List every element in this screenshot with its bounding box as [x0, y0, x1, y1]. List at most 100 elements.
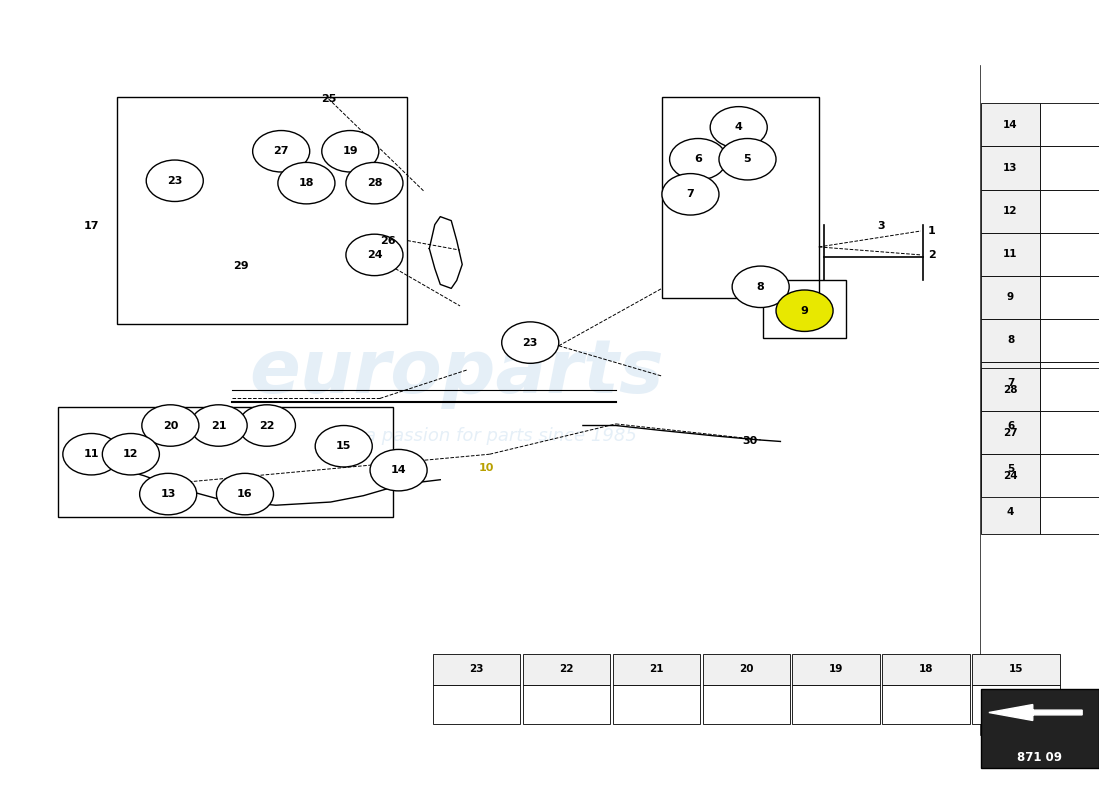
Circle shape — [316, 426, 372, 467]
Bar — [981, 103, 1040, 146]
Text: 24: 24 — [1003, 470, 1018, 481]
Text: 17: 17 — [84, 222, 99, 231]
Text: 23: 23 — [470, 664, 484, 674]
Bar — [981, 362, 1040, 405]
Bar — [1040, 454, 1099, 498]
Bar — [1040, 276, 1099, 318]
Circle shape — [733, 266, 789, 307]
Text: 20: 20 — [739, 664, 754, 674]
Text: 22: 22 — [260, 421, 275, 430]
Text: a passion for parts since 1985: a passion for parts since 1985 — [365, 427, 637, 445]
Text: 6: 6 — [1006, 422, 1014, 431]
Circle shape — [190, 405, 248, 446]
Text: 15: 15 — [336, 442, 351, 451]
Circle shape — [370, 450, 427, 491]
Text: 23: 23 — [522, 338, 538, 347]
Text: 4: 4 — [735, 122, 743, 132]
Circle shape — [102, 434, 160, 475]
Bar — [1040, 411, 1099, 454]
Bar — [1040, 491, 1099, 534]
Bar — [613, 685, 701, 724]
Bar — [763, 281, 846, 338]
Bar — [703, 685, 790, 724]
Polygon shape — [989, 705, 1082, 721]
Bar — [1040, 368, 1099, 411]
Bar — [981, 233, 1040, 276]
Bar — [1040, 233, 1099, 276]
Bar — [1040, 405, 1099, 448]
Text: 29: 29 — [233, 261, 249, 271]
Circle shape — [502, 322, 559, 363]
Circle shape — [253, 130, 310, 172]
Bar — [522, 654, 611, 685]
Text: 21: 21 — [649, 664, 663, 674]
Text: 18: 18 — [299, 178, 315, 188]
Text: 16: 16 — [238, 489, 253, 499]
Text: 8: 8 — [1006, 335, 1014, 346]
Circle shape — [345, 162, 403, 204]
Text: 22: 22 — [559, 664, 574, 674]
Bar — [432, 685, 520, 724]
Circle shape — [217, 474, 274, 515]
Text: 12: 12 — [123, 450, 139, 459]
Circle shape — [719, 138, 775, 180]
Bar — [1040, 103, 1099, 146]
Bar — [882, 654, 970, 685]
Bar — [703, 654, 790, 685]
Text: 28: 28 — [1003, 385, 1018, 394]
Text: 4: 4 — [1006, 507, 1014, 518]
Text: 18: 18 — [920, 664, 934, 674]
Circle shape — [140, 474, 197, 515]
Text: 12: 12 — [1003, 206, 1018, 216]
Text: 21: 21 — [211, 421, 227, 430]
Text: 8: 8 — [757, 282, 764, 292]
Text: 23: 23 — [167, 176, 183, 186]
Circle shape — [146, 160, 204, 202]
Bar — [981, 190, 1040, 233]
Circle shape — [63, 434, 120, 475]
Bar — [981, 689, 1099, 768]
Text: 10: 10 — [478, 462, 494, 473]
Text: 24: 24 — [366, 250, 383, 260]
Bar — [981, 276, 1040, 318]
Circle shape — [711, 106, 768, 148]
Text: 2: 2 — [928, 250, 936, 260]
Circle shape — [142, 405, 199, 446]
Text: 9: 9 — [801, 306, 808, 316]
Text: 9: 9 — [1006, 292, 1014, 302]
Text: 871 09: 871 09 — [1016, 750, 1062, 764]
Text: 5: 5 — [744, 154, 751, 164]
Text: 14: 14 — [390, 465, 406, 475]
Text: 27: 27 — [274, 146, 289, 156]
Bar — [981, 454, 1040, 498]
Text: 6: 6 — [694, 154, 702, 164]
Bar — [981, 318, 1040, 362]
Text: 19: 19 — [342, 146, 359, 156]
Bar — [522, 685, 611, 724]
Text: 20: 20 — [163, 421, 178, 430]
Text: 5: 5 — [1006, 464, 1014, 474]
Circle shape — [322, 130, 378, 172]
Circle shape — [239, 405, 296, 446]
Text: 7: 7 — [686, 190, 694, 199]
Text: 11: 11 — [84, 450, 99, 459]
Bar — [432, 654, 520, 685]
Bar — [882, 685, 970, 724]
Text: 14: 14 — [1003, 120, 1018, 130]
Text: 26: 26 — [379, 235, 395, 246]
Bar — [792, 654, 880, 685]
Text: 13: 13 — [1003, 163, 1018, 173]
Text: 3: 3 — [878, 222, 886, 231]
Text: 7: 7 — [1006, 378, 1014, 388]
Circle shape — [345, 234, 403, 276]
Circle shape — [662, 174, 719, 215]
Bar — [662, 97, 818, 298]
Text: 1: 1 — [928, 226, 936, 236]
Bar — [1040, 146, 1099, 190]
Bar — [1040, 318, 1099, 362]
Bar — [972, 685, 1060, 724]
Text: 11: 11 — [1003, 249, 1018, 259]
Bar — [981, 491, 1040, 534]
Bar — [972, 654, 1060, 685]
Text: 15: 15 — [1009, 664, 1024, 674]
